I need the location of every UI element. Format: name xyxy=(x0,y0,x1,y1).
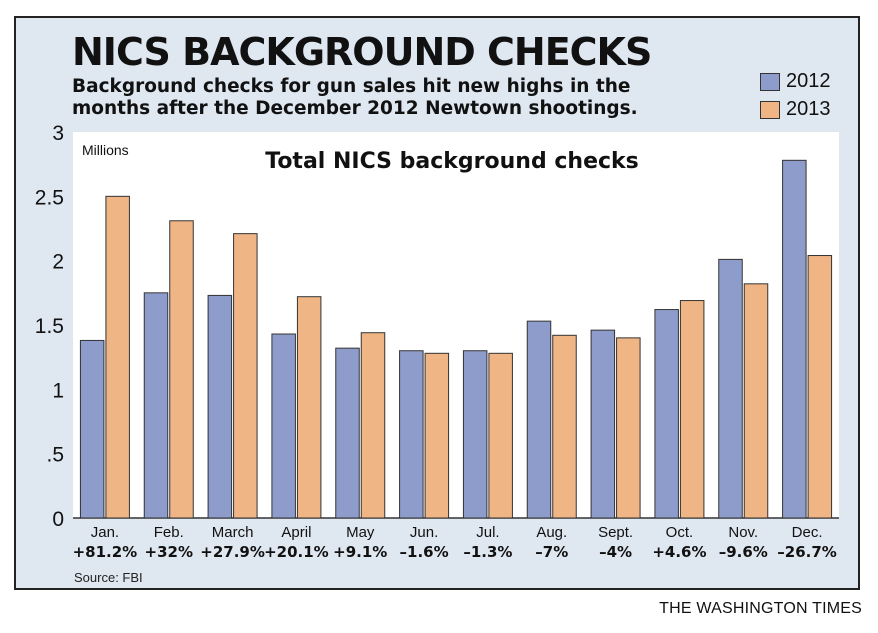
legend-label-2013: 2013 xyxy=(786,98,831,120)
legend-swatch-2013 xyxy=(760,100,780,119)
y-tick-label-5: 2.5 xyxy=(35,186,64,209)
bar-2012-6 xyxy=(462,350,488,519)
bar-2013-6 xyxy=(488,352,513,519)
x-tick-label-4: May xyxy=(346,524,375,541)
bar-2012-3 xyxy=(271,333,296,519)
x-tick-label-6: Jul. xyxy=(476,524,499,541)
bar-2012-5 xyxy=(399,350,424,519)
change-label-5: –1.6% xyxy=(400,543,449,561)
bar-2013-7 xyxy=(552,334,577,519)
y-tick-label-0: 0 xyxy=(52,508,64,531)
bar-2012-1 xyxy=(143,292,169,519)
x-tick-label-0: Jan. xyxy=(91,524,119,541)
publisher-credit: THE WASHINGTON TIMES xyxy=(659,600,862,617)
bar-2013-0 xyxy=(105,195,130,519)
source-note: Source: FBI xyxy=(74,570,143,585)
change-label-0: +81.2% xyxy=(73,543,138,561)
bar-2012-2 xyxy=(207,294,233,519)
bar-2012-9 xyxy=(654,309,679,519)
y-tick-label-6: 3 xyxy=(52,122,64,145)
change-label-8: –4% xyxy=(599,543,632,561)
bar-2013-2 xyxy=(233,233,258,519)
plot-area xyxy=(73,132,839,518)
change-label-7: –7% xyxy=(535,543,568,561)
bar-2013-9 xyxy=(679,300,705,519)
x-tick-label-7: Aug. xyxy=(536,524,567,541)
x-tick-label-2: March xyxy=(212,524,254,541)
bar-2013-11 xyxy=(807,255,833,519)
chart-title: NICS BACKGROUND CHECKS xyxy=(72,30,652,74)
bar-2013-8 xyxy=(616,337,641,519)
x-tick-label-10: Nov. xyxy=(728,524,758,541)
change-label-11: –26.7% xyxy=(777,543,837,561)
bar-2012-0 xyxy=(79,339,105,519)
y-tick-label-2: 1 xyxy=(52,379,64,402)
legend-label-2012: 2012 xyxy=(786,70,831,92)
bar-2013-4 xyxy=(360,332,386,519)
bar-2012-10 xyxy=(718,258,743,519)
change-label-4: +9.1% xyxy=(333,543,387,561)
x-tick-label-9: Oct. xyxy=(666,524,694,541)
change-label-1: +32% xyxy=(145,543,193,561)
chart-subtitle: Background checks for gun sales hit new … xyxy=(72,76,638,119)
change-label-10: –9.6% xyxy=(719,543,768,561)
bar-2013-1 xyxy=(169,220,194,519)
y-tick-label-1: .5 xyxy=(46,444,64,467)
bar-2013-5 xyxy=(424,352,450,519)
legend-swatch-2012 xyxy=(760,72,780,91)
legend-item-2012: 2012 xyxy=(760,70,831,93)
x-tick-label-8: Sept. xyxy=(598,524,633,541)
change-label-9: +4.6% xyxy=(652,543,706,561)
inner-chart-title: Total NICS background checks xyxy=(265,149,639,174)
bar-2012-7 xyxy=(526,320,552,519)
y-tick-label-4: 2 xyxy=(52,251,64,274)
legend-item-2013: 2013 xyxy=(760,98,831,121)
x-tick-label-3: April xyxy=(281,524,311,541)
x-tick-label-1: Feb. xyxy=(154,524,184,541)
bar-2013-3 xyxy=(296,296,322,519)
y-axis-unit-label: Millions xyxy=(82,142,129,158)
change-label-3: +20.1% xyxy=(264,543,329,561)
change-label-6: –1.3% xyxy=(463,543,512,561)
x-tick-label-5: Jun. xyxy=(410,524,438,541)
bar-2012-11 xyxy=(782,159,807,519)
bar-2012-8 xyxy=(590,329,616,519)
x-tick-label-11: Dec. xyxy=(792,524,823,541)
change-label-2: +27.9% xyxy=(200,543,265,561)
y-tick-label-3: 1.5 xyxy=(35,315,64,338)
bar-2013-10 xyxy=(743,283,769,519)
bar-2012-4 xyxy=(335,347,360,519)
